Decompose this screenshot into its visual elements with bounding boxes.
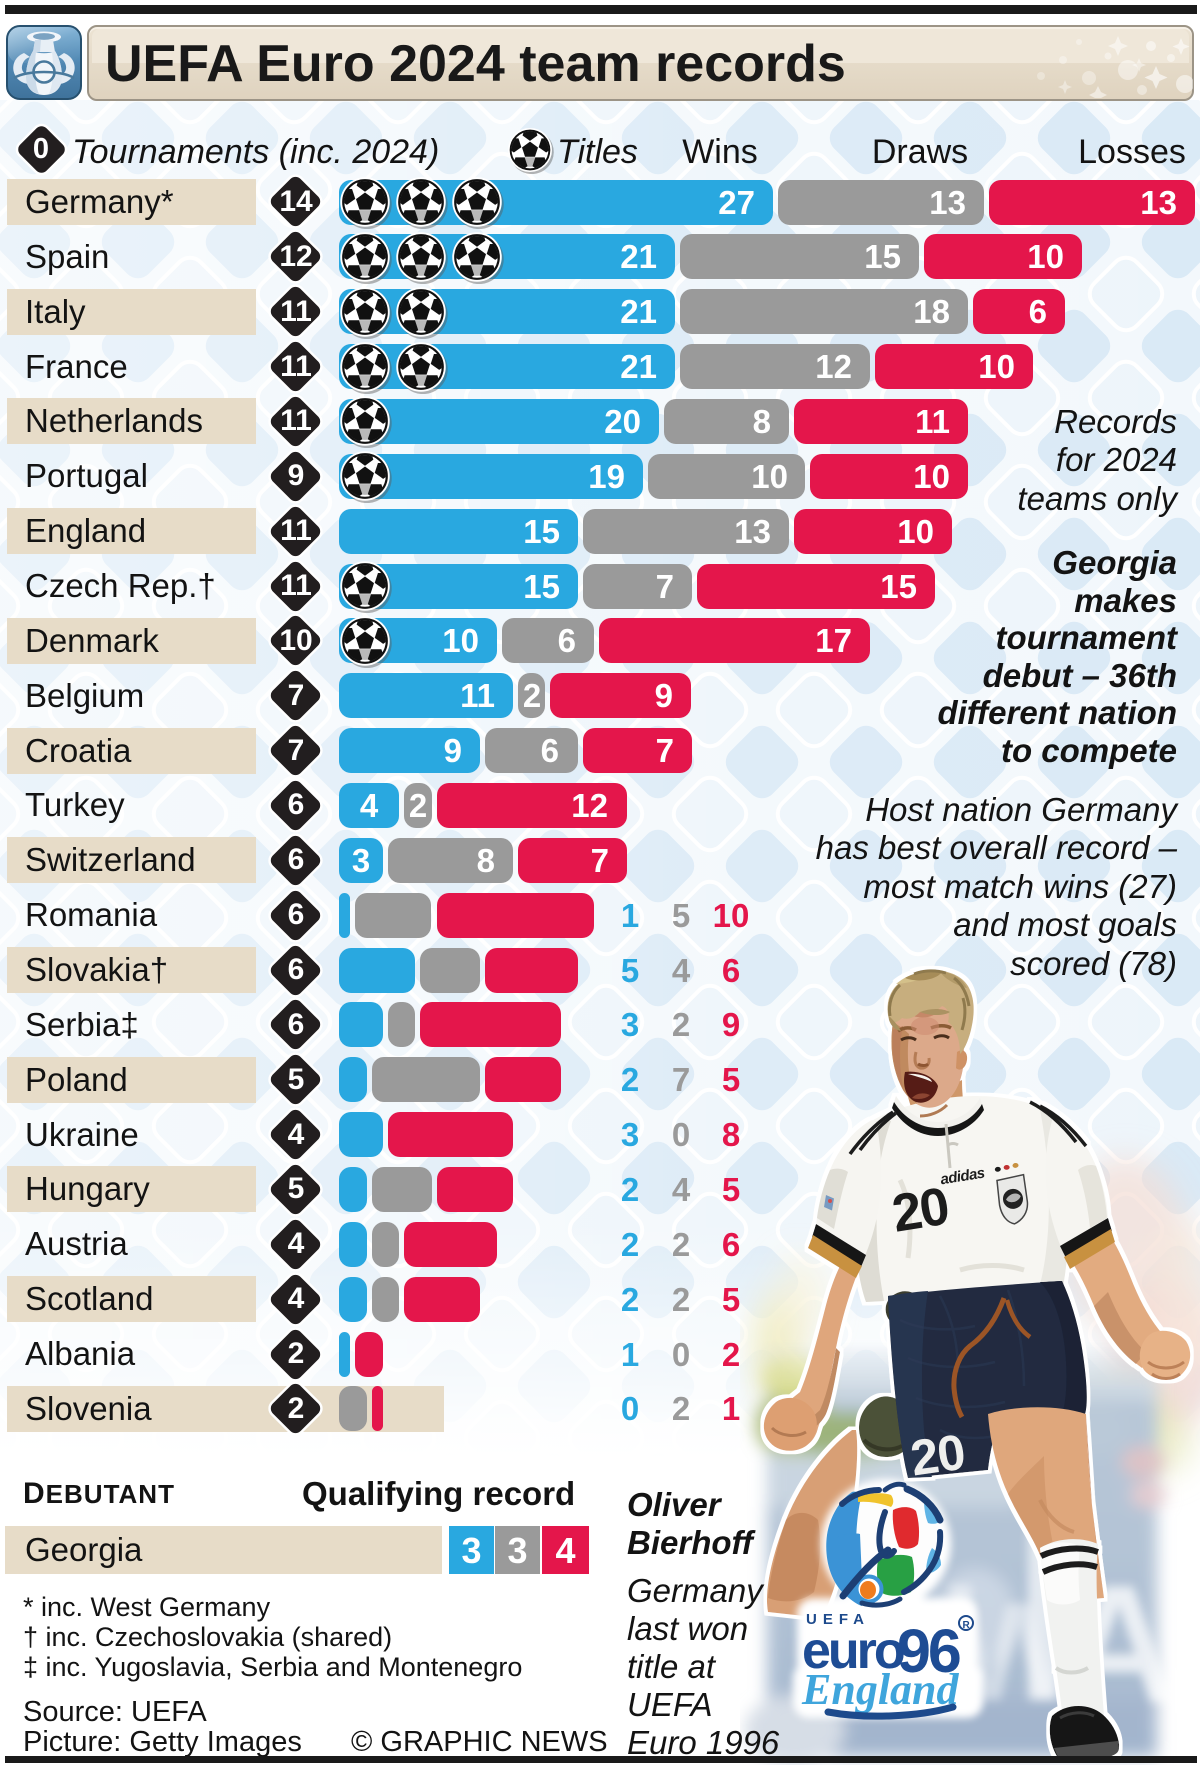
svg-text:England: England: [801, 1665, 960, 1714]
svg-text:20: 20: [907, 1424, 968, 1487]
svg-text:20: 20: [888, 1177, 952, 1244]
svg-text:euro: euro: [802, 1622, 904, 1680]
svg-text:96: 96: [897, 1617, 960, 1685]
svg-text:UEFA: UEFA: [806, 1611, 870, 1628]
svg-text:adidas: adidas: [939, 1165, 986, 1189]
svg-text:R: R: [963, 1620, 971, 1631]
